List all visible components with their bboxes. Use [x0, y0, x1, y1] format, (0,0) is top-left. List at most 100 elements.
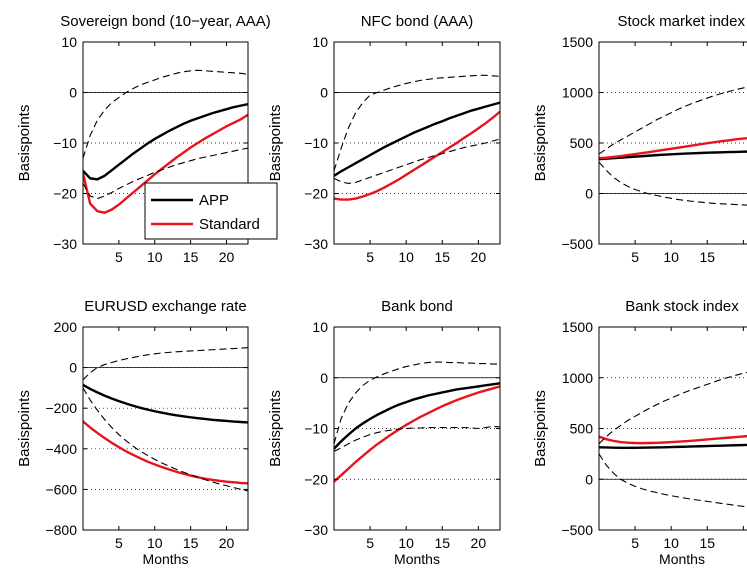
x-axis-label: Months: [394, 551, 440, 567]
x-tick-label: 10: [398, 535, 414, 551]
series-line-standard: [334, 110, 500, 201]
series-line-app: [599, 150, 747, 161]
x-tick-label: 15: [434, 249, 450, 265]
y-tick-label: 10: [61, 34, 77, 50]
y-tick-label: 1000: [562, 370, 593, 386]
y-tick-label: 500: [570, 421, 594, 437]
y-tick-label: −500: [561, 236, 593, 252]
y-tick-label: 0: [69, 85, 77, 101]
y-tick-label: 0: [585, 186, 593, 202]
y-tick-label: 0: [320, 85, 328, 101]
y-tick-label: 0: [320, 370, 328, 386]
series-line-app: [83, 102, 248, 181]
confidence-band-line: [599, 371, 747, 445]
legend: APP Standard: [144, 182, 278, 240]
y-tick-label: 200: [54, 319, 78, 335]
x-axis-label: Months: [659, 551, 705, 567]
x-tick-label: 10: [663, 535, 679, 551]
y-axis-label: Basispoints: [532, 105, 549, 182]
axes-box: [598, 41, 747, 245]
x-tick-label: 15: [699, 249, 715, 265]
y-tick-label: −20: [304, 471, 328, 487]
series-line-standard: [83, 113, 248, 214]
confidence-band-line: [83, 387, 248, 492]
panel-title: Bank bond: [381, 298, 453, 315]
panel-title: EURUSD exchange rate: [84, 298, 247, 315]
panel-title: Sovereign bond (10−year, AAA): [60, 13, 271, 30]
series-line-standard: [599, 434, 747, 445]
y-tick-label: −200: [45, 400, 77, 416]
y-tick-label: −800: [45, 522, 77, 538]
y-axis-label: Basispoints: [267, 390, 284, 467]
x-tick-label: 15: [699, 535, 715, 551]
confidence-band-line: [83, 147, 248, 200]
y-tick-label: −20: [53, 186, 77, 202]
panel-title: NFC bond (AAA): [361, 13, 474, 30]
series-line-standard: [334, 385, 500, 483]
y-tick-label: 10: [312, 319, 328, 335]
x-tick-label: 5: [366, 535, 374, 551]
x-tick-label: 5: [366, 249, 374, 265]
x-tick-label: 20: [219, 249, 235, 265]
legend-box: [144, 182, 278, 240]
axes-box: [82, 326, 249, 531]
y-axis-label: Basispoints: [532, 390, 549, 467]
x-tick-label: 20: [471, 535, 487, 551]
confidence-band-line: [599, 161, 747, 206]
y-tick-label: 500: [570, 135, 594, 151]
x-tick-label: 10: [663, 249, 679, 265]
x-tick-label: 10: [147, 249, 163, 265]
y-tick-label: −30: [304, 522, 328, 538]
y-tick-label: 0: [69, 360, 77, 376]
y-tick-label: 1000: [562, 85, 593, 101]
x-tick-label: 5: [115, 535, 123, 551]
panel-3: −500 0 500 1000 1500 5 10 15 Stock market index B…: [532, 13, 747, 265]
x-tick-label: 15: [183, 535, 199, 551]
confidence-band-line: [599, 453, 747, 508]
legend-label: Standard: [199, 216, 260, 233]
x-tick-label: 15: [434, 535, 450, 551]
x-tick-label: 20: [471, 249, 487, 265]
panel-title: Stock market index: [617, 13, 745, 30]
confidence-band-line: [83, 347, 248, 381]
y-tick-label: −10: [53, 135, 77, 151]
x-tick-label: 5: [631, 535, 639, 551]
y-tick-label: −20: [304, 186, 328, 202]
y-tick-label: 10: [312, 34, 328, 50]
legend-label: APP: [199, 192, 229, 209]
panel-4: −800 −600 −400 −200 0 200 5 10 15 20 EURUSD exchan…: [16, 298, 249, 567]
x-tick-label: 10: [147, 535, 163, 551]
y-tick-label: 1500: [562, 319, 593, 335]
y-axis-label: Basispoints: [267, 105, 284, 182]
y-tick-label: −10: [304, 421, 328, 437]
panel-5: −30 −20 −10 0 10 5 10 15 20 Bank bond Basispoints M…: [267, 298, 501, 567]
panel-title: Bank stock index: [625, 298, 739, 315]
series-line-app: [599, 443, 747, 449]
series-line-app: [334, 382, 500, 450]
y-tick-label: −30: [304, 236, 328, 252]
y-tick-label: −30: [53, 236, 77, 252]
series-line-app: [334, 101, 500, 177]
axes-box: [598, 326, 747, 531]
confidence-band-line: [599, 86, 747, 155]
y-tick-label: −400: [45, 441, 77, 457]
series-line-standard: [599, 136, 747, 160]
panel-6: −500 0 500 1000 1500 5 10 15 Bank stock index Bas…: [532, 298, 747, 567]
x-tick-label: 10: [398, 249, 414, 265]
series-line-standard: [83, 420, 248, 485]
confidence-band-line: [83, 69, 248, 159]
x-tick-label: 5: [115, 249, 123, 265]
x-tick-label: 15: [183, 249, 199, 265]
x-axis-label: Months: [143, 551, 189, 567]
panel-2: −30 −20 −10 0 10 5 10 15 20 NFC bond (AAA) Basispo…: [267, 13, 501, 265]
y-axis-label: Basispoints: [16, 390, 33, 467]
y-tick-label: −10: [304, 135, 328, 151]
y-tick-label: −600: [45, 481, 77, 497]
y-tick-label: 1500: [562, 34, 593, 50]
confidence-band-line: [334, 425, 500, 452]
confidence-band-line: [334, 74, 500, 171]
x-tick-label: 20: [219, 535, 235, 551]
confidence-band-line: [334, 138, 500, 184]
panel-1: −30 −20 −10 0 10 5 10 15 20 Sovereign bond (10−ye…: [16, 13, 271, 265]
y-axis-label: Basispoints: [16, 105, 33, 182]
